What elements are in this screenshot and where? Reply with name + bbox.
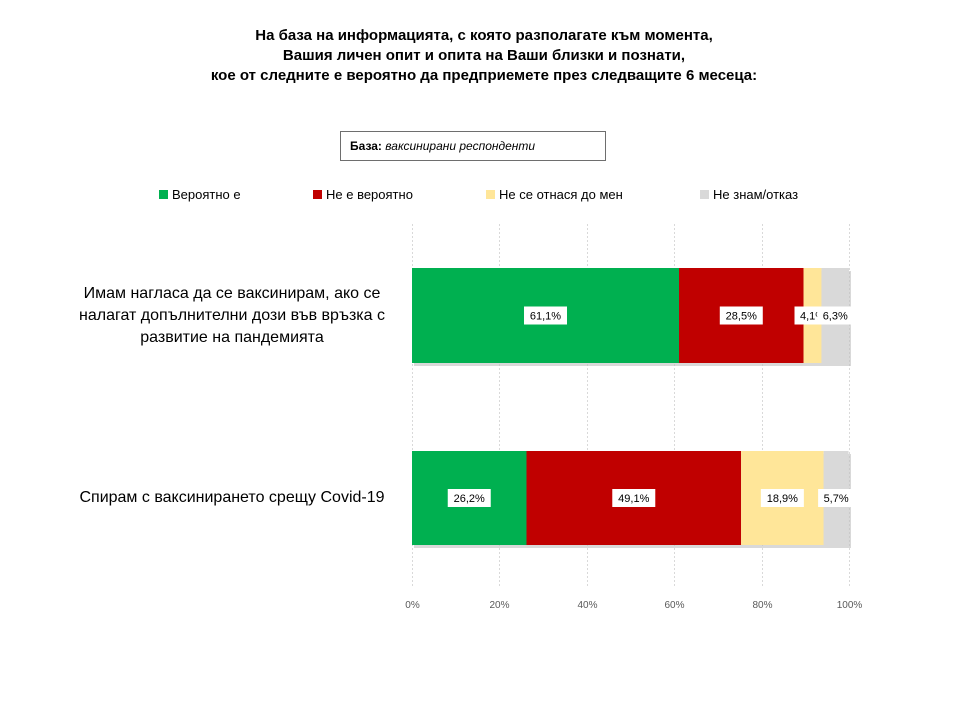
x-tick-label: 60% [664,600,684,611]
data-label-bg [818,489,855,507]
data-label-bg [817,306,854,325]
chart-title: На база на информацията, с която разпола… [0,26,960,86]
legend-label: Не се отнася до мен [499,187,623,202]
chart-title-line: Вашия личен опит и опита на Ваши близки … [282,47,686,64]
data-label: 28,5% [726,311,757,323]
data-label: 49,1% [618,493,649,505]
data-label-bg [524,306,568,325]
legend-swatch [313,190,322,199]
category-label: Спирам с ваксинирането срещу Covid-19 [79,489,385,506]
legend-item-likely: Вероятно е [159,187,241,202]
x-tick-label: 0% [405,600,420,611]
data-label: 26,2% [454,493,485,505]
chart-legend: Вероятно е Не е вероятно Не се отнася до… [0,187,960,203]
base-note-value: ваксинирани респонденти [385,139,536,153]
data-label: 5,7% [824,493,849,505]
legend-item-unlikely: Не е вероятно [313,187,413,202]
data-label: 6,3% [823,311,848,323]
legend-swatch [486,190,495,199]
x-tick-label: 40% [577,600,597,611]
data-label-bg [760,489,804,507]
legend-label: Не е вероятно [326,187,413,202]
category-label: Имам нагласа да се ваксинирам, ако се на… [79,285,385,346]
legend-swatch [159,190,168,199]
data-label-bg [719,306,763,325]
base-note-box: База: ваксинирани респонденти [340,131,606,161]
legend-item-not-applicable: Не се отнася до мен [486,187,623,202]
data-label: 18,9% [767,493,798,505]
x-tick-label: 20% [489,600,509,611]
legend-label: Не знам/отказ [713,187,799,202]
data-label: 61,1% [530,311,561,323]
chart-title-line: На база на информацията, с която разпола… [255,27,713,44]
x-tick-label: 80% [752,600,772,611]
legend-swatch [700,190,709,199]
legend-label: Вероятно е [172,187,241,202]
data-label-bg [612,489,656,507]
chart-title-line: кое от следните е вероятно да предприеме… [210,67,758,84]
legend-item-dont-know: Не знам/отказ [700,187,798,202]
data-label-bg [447,489,491,507]
base-note-label: База: [350,139,382,153]
x-tick-label: 100% [837,600,863,611]
